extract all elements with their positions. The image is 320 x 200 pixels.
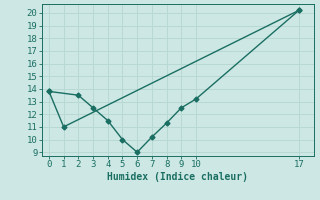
X-axis label: Humidex (Indice chaleur): Humidex (Indice chaleur) <box>107 172 248 182</box>
